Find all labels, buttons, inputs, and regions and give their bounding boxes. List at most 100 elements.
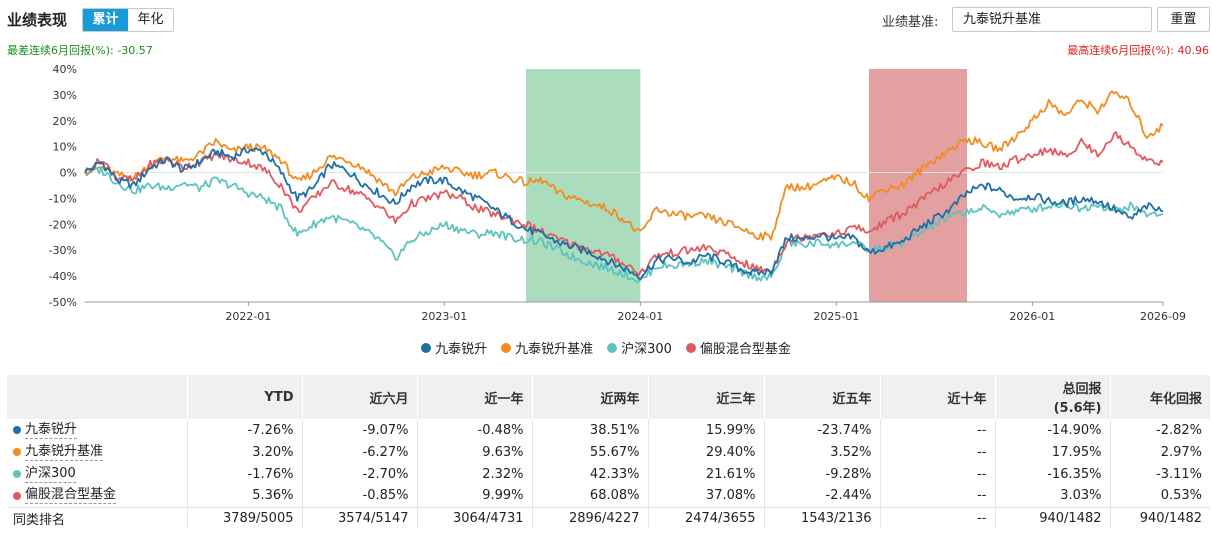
row-name-link[interactable]: 九泰锐升 <box>25 421 78 439</box>
return-cell: 5.36% <box>187 485 303 507</box>
y-tick-label: 10% <box>53 141 77 154</box>
column-header[interactable]: 近三年 <box>648 375 765 419</box>
table-row: 九泰锐升 -7.26% -9.07% -0.48% 38.51% 15.99% -23.74… <box>7 419 1210 441</box>
row-name-link[interactable]: 偏股混合型基金 <box>25 487 117 505</box>
return-cell: 3.52% <box>764 441 881 463</box>
x-tick-label: 2025-01 <box>813 310 859 323</box>
table-row: 九泰锐升基准 3.20% -6.27% 9.63% 55.67% 29.40% 3.52% -… <box>7 441 1210 463</box>
x-tick-label: 2024-01 <box>617 310 663 323</box>
best-period-band <box>869 69 967 302</box>
y-tick-label: -50% <box>49 296 77 309</box>
return-cell: -16.35% <box>995 463 1111 485</box>
return-cell: -6.27% <box>302 441 418 463</box>
legend-item-category[interactable]: 偏股混合型基金 <box>685 338 791 357</box>
chart-legend: 九泰锐升 九泰锐升基准 沪深300 偏股混合型基金 <box>0 338 1212 357</box>
rank-cell: 940/1482 <box>995 506 1111 529</box>
series-dot-icon <box>13 470 21 478</box>
legend-item-csi300[interactable]: 沪深300 <box>607 338 672 357</box>
rank-row: 同类排名 3789/5005 3574/5147 3064/4731 2896/4227… <box>7 506 1210 529</box>
tab-annualized[interactable]: 年化 <box>128 9 173 31</box>
legend-item-fund[interactable]: 九泰锐升 <box>421 338 487 357</box>
return-cell: 2.97% <box>1160 444 1202 460</box>
column-header[interactable]: 近十年 <box>880 375 996 419</box>
row-name-cell: 九泰锐升 <box>7 419 188 441</box>
return-cell: -- <box>880 485 996 507</box>
return-cell: -2.44% <box>764 485 881 507</box>
series-line-fund <box>84 146 1164 281</box>
benchmark-label: 业绩基准: <box>882 15 939 30</box>
tab-cumulative[interactable]: 累计 <box>83 9 128 31</box>
worst-6m-return: 最差连续6月回报(%): -30.57 <box>7 44 153 57</box>
return-cell: -- <box>880 441 996 463</box>
return-cell: 38.51% <box>532 419 649 441</box>
column-header-label: 总回报 <box>1062 382 1102 397</box>
x-tick-label: 2022-01 <box>225 310 271 323</box>
series-line-csi300 <box>84 166 1164 283</box>
y-tick-label: -20% <box>49 218 77 231</box>
row-name-cell: 沪深300 <box>7 463 188 485</box>
return-cell: -9.07% <box>302 419 418 441</box>
column-header-label: 年化回报 <box>1149 391 1202 407</box>
series-dot-icon <box>13 426 21 434</box>
x-tick-label: 2023-01 <box>421 310 467 323</box>
return-cell: 3.03% <box>995 485 1111 507</box>
rank-cell: 3789/5005 <box>187 506 303 529</box>
y-tick-label: 30% <box>53 89 77 102</box>
return-cell: 55.67% <box>532 441 649 463</box>
mode-tabs: 累计 年化 <box>82 8 174 32</box>
y-tick-label: 40% <box>53 63 77 76</box>
column-header[interactable]: 年化回报 <box>1110 375 1210 419</box>
legend-dot-icon <box>421 342 432 353</box>
column-header[interactable]: 近一年 <box>417 375 533 419</box>
column-header-label: YTD <box>264 389 294 405</box>
return-cell: 29.40% <box>648 441 765 463</box>
rank-row-label: 同类排名 <box>7 506 188 529</box>
series-dot-icon <box>13 491 21 500</box>
return-cell: -14.90% <box>995 419 1111 441</box>
column-header <box>7 375 188 419</box>
rank-cell: 2896/4227 <box>532 506 649 529</box>
benchmark-input[interactable]: 九泰锐升基准 <box>952 7 1152 32</box>
return-cell: 3.20% <box>187 441 303 463</box>
column-header-label: 近五年 <box>832 391 872 407</box>
reset-button[interactable]: 重置 <box>1157 7 1210 32</box>
table-body: 九泰锐升 -7.26% -9.07% -0.48% 38.51% 15.99% -23.74… <box>7 419 1210 529</box>
return-cell: 37.08% <box>648 485 765 507</box>
column-header[interactable]: 近两年 <box>532 375 649 419</box>
column-header[interactable]: YTD <box>187 375 303 419</box>
performance-table: YTD 近六月 近一年 近两年 近三年 近五年 近十年 总回报 (5.6年) 年化回报 九泰锐升 -… <box>7 375 1210 529</box>
row-name-link[interactable]: 九泰锐升基准 <box>25 443 104 461</box>
table-row: 沪深300 -1.76% -2.70% 2.32% 42.33% 21.61% -9.28%… <box>7 463 1210 485</box>
legend-label: 沪深300 <box>621 342 672 357</box>
section-title: 业绩表现 <box>7 11 68 29</box>
y-tick-label: -30% <box>49 244 77 257</box>
rank-cell: 3574/5147 <box>302 506 418 529</box>
rank-cell: 940/1482 <box>1110 506 1210 529</box>
table-header-row: YTD 近六月 近一年 近两年 近三年 近五年 近十年 总回报 (5.6年) 年化回报 <box>7 375 1210 419</box>
return-cell: 9.63% <box>417 441 533 463</box>
legend-label: 九泰锐升 <box>435 342 488 357</box>
return-cell: -2.82% <box>1156 422 1202 438</box>
column-header-label: 近十年 <box>947 391 987 407</box>
column-header[interactable]: 总回报 (5.6年) <box>995 375 1111 419</box>
legend-dot-icon <box>685 342 696 353</box>
rank-cell: 2474/3655 <box>648 506 765 529</box>
row-name-link[interactable]: 沪深300 <box>25 465 76 483</box>
column-header-sublabel: (5.6年) <box>1053 401 1102 416</box>
return-cell: 17.95% <box>995 441 1111 463</box>
y-tick-label: 20% <box>53 115 77 128</box>
column-header[interactable]: 近五年 <box>764 375 881 419</box>
column-header-label: 近两年 <box>600 391 640 407</box>
column-header-label: 近一年 <box>484 391 524 407</box>
return-cell: 42.33% <box>532 463 649 485</box>
return-cell: 0.53% <box>1160 488 1202 504</box>
return-cell: -0.85% <box>302 485 418 507</box>
return-cell: -23.74% <box>764 419 881 441</box>
column-header[interactable]: 近六月 <box>302 375 418 419</box>
legend-item-benchmark[interactable]: 九泰锐升基准 <box>501 338 593 357</box>
return-cell: -0.48% <box>417 419 533 441</box>
legend-label: 九泰锐升基准 <box>515 342 594 357</box>
return-cell: 2.32% <box>417 463 533 485</box>
row-name-cell: 偏股混合型基金 <box>7 485 188 507</box>
rank-cell: 1543/2136 <box>764 506 881 529</box>
